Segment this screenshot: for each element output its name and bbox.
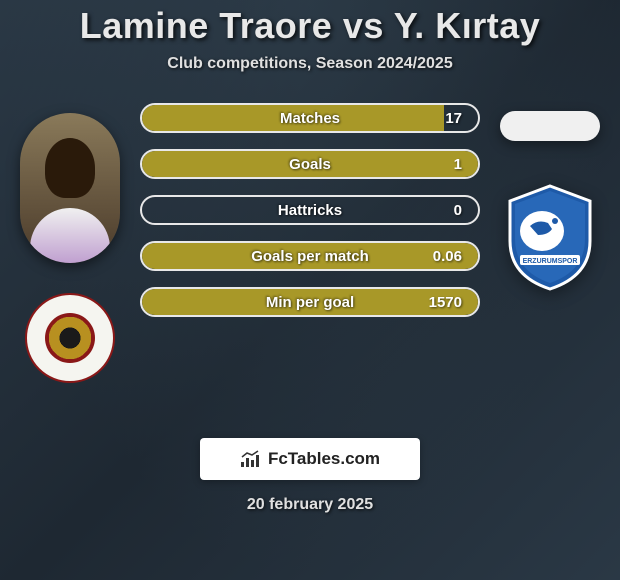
club-badge-right: ERZURUMSPOR [500,181,600,291]
chart-icon [240,450,262,468]
stat-label: Goals [289,156,331,173]
subtitle: Club competitions, Season 2024/2025 [0,55,620,73]
club-badge-left [20,293,120,383]
stats-bars: Matches 17 Goals 1 Hattricks 0 Goals per… [130,103,490,317]
stat-label: Hattricks [278,202,342,219]
brand-logo: FcTables.com [200,438,420,480]
stat-bar-matches: Matches 17 [140,103,480,133]
brand-text: FcTables.com [268,449,380,469]
right-player-column: ERZURUMSPOR [490,103,610,291]
svg-text:ERZURUMSPOR: ERZURUMSPOR [523,258,578,265]
stat-value: 0 [454,202,462,219]
stat-bar-hattricks: Hattricks 0 [140,195,480,225]
stat-bar-min-per-goal: Min per goal 1570 [140,287,480,317]
stat-value: 1570 [429,294,462,311]
stat-value: 0.06 [433,248,462,265]
comparison-row: Matches 17 Goals 1 Hattricks 0 Goals per… [0,103,620,383]
stat-label: Matches [280,110,340,127]
stat-bar-goals: Goals 1 [140,149,480,179]
stat-value: 1 [454,156,462,173]
player-photo-right [500,111,600,141]
stat-bar-goals-per-match: Goals per match 0.06 [140,241,480,271]
stat-value: 17 [445,110,462,127]
page-title: Lamine Traore vs Y. Kırtay [0,5,620,47]
stat-label: Min per goal [266,294,354,311]
left-player-column [10,103,130,383]
stat-label: Goals per match [251,248,369,265]
player-photo-left [20,113,120,263]
date-text: 20 february 2025 [0,496,620,514]
